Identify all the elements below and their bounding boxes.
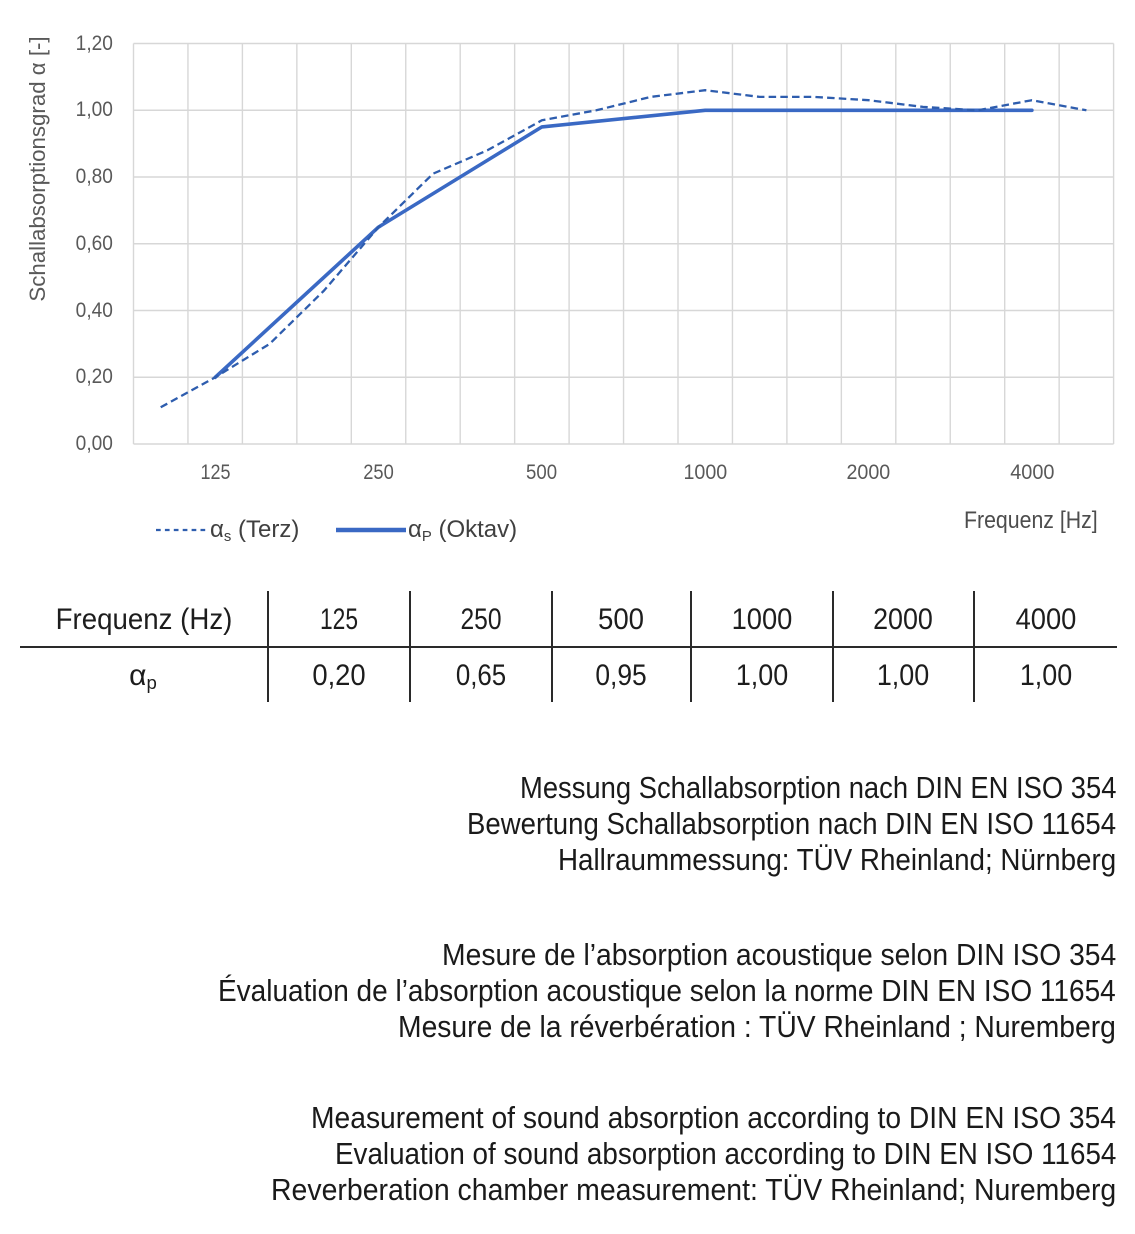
y-tick-label-text: 0,20 xyxy=(75,365,113,389)
legend-terz-subscript: s xyxy=(223,528,232,545)
chart-gridlines xyxy=(132,42,1115,445)
y-tick-label: 1,00 xyxy=(0,98,113,122)
y-tick-label-text: 0,60 xyxy=(75,231,113,255)
x-axis-title-text: Frequenz [Hz] xyxy=(964,507,1098,534)
note-line-text: Mesure de la réverbération : TÜV Rheinla… xyxy=(398,1009,1116,1044)
x-tick-label: 500 xyxy=(482,461,602,485)
note-line-text: Evaluation of sound absorption according… xyxy=(334,1136,1116,1171)
series-line-terz xyxy=(160,89,1087,409)
note-line-french-2: Évaluation de l’absorption acoustique se… xyxy=(122,973,1116,1009)
note-line-french-1: Mesure de l’absorption acoustique selon … xyxy=(122,937,1116,973)
note-line-english-3: Reverberation chamber measurement: TÜV R… xyxy=(195,1172,1116,1208)
table-row-label-text: αp xyxy=(129,659,157,693)
x-tick-label: 1000 xyxy=(645,461,765,485)
x-tick-label-text: 2000 xyxy=(846,461,891,484)
table-row-label-alpha: α xyxy=(129,659,147,692)
legend-label-terz: αs (Terz) xyxy=(210,516,299,544)
table-header-rule xyxy=(20,645,1117,648)
y-tick-label-text: 1,00 xyxy=(75,98,113,122)
x-tick-label-text: 500 xyxy=(526,461,558,484)
legend-solid-line-swatch xyxy=(336,527,406,533)
x-tick-label-text: 1000 xyxy=(683,461,728,484)
x-tick-label-text: 250 xyxy=(363,461,394,484)
y-tick-label: 0,20 xyxy=(0,365,113,389)
note-line-text: Bewertung Schallabsorption nach DIN EN I… xyxy=(466,806,1116,841)
note-line-english-2: Evaluation of sound absorption according… xyxy=(195,1136,1116,1172)
table-header-value-text: 1000 xyxy=(731,603,793,636)
note-line-text: Measurement of sound absorption accordin… xyxy=(311,1100,1116,1135)
x-tick-label: 125 xyxy=(155,461,275,485)
table-header-label: Frequenz (Hz) xyxy=(48,603,240,637)
y-tick-label: 0,40 xyxy=(0,298,113,323)
notes-english: Measurement of sound absorption accordin… xyxy=(195,1100,1116,1208)
table-header-value-text: 250 xyxy=(460,603,502,636)
notes-german: Messung Schallabsorption nach DIN EN ISO… xyxy=(386,770,1116,878)
note-line-german-1: Messung Schallabsorption nach DIN EN ISO… xyxy=(386,770,1116,806)
y-tick-label: 0,00 xyxy=(0,432,113,456)
y-axis-title-rotor: Schallabsorptionsgrad α [-] xyxy=(25,36,50,302)
x-tick-label-text: 4000 xyxy=(1009,461,1055,484)
table-row-label-subscript: p xyxy=(146,672,157,694)
note-line-text: Évaluation de l’absorption acoustique se… xyxy=(218,973,1116,1008)
table-value-text: 0,20 xyxy=(312,659,366,692)
y-tick-label: 0,80 xyxy=(0,165,113,189)
table-value-text: 0,65 xyxy=(455,659,506,692)
table-value-text: 0,95 xyxy=(595,659,647,692)
table-header-value-text: 125 xyxy=(319,603,358,636)
notes-french: Mesure de l’absorption acoustique selon … xyxy=(122,937,1116,1045)
table-value: 0,20 xyxy=(310,659,368,693)
legend-dashed-line-swatch xyxy=(156,528,206,532)
legend-label-oktav: αP (Oktav) xyxy=(408,516,517,544)
x-axis-title: Frequenz [Hz] xyxy=(947,508,1098,533)
table-header-value-text: 4000 xyxy=(1015,603,1076,636)
table-value: 0,95 xyxy=(592,659,650,693)
y-tick-label-text: 0,40 xyxy=(75,298,113,322)
table-row-label: αp xyxy=(129,659,157,693)
table-value: 1,00 xyxy=(1016,659,1074,693)
x-tick-label: 4000 xyxy=(972,461,1092,485)
x-tick-label: 250 xyxy=(319,461,439,485)
table-value-text: 1,00 xyxy=(735,659,788,692)
table-header-label-text: Frequenz (Hz) xyxy=(55,603,233,636)
note-line-text: Mesure de l’absorption acoustique selon … xyxy=(441,937,1116,972)
table-header-value: 125 xyxy=(314,603,364,637)
x-tick-label-text: 125 xyxy=(200,461,231,484)
table-value-text: 1,00 xyxy=(877,659,930,692)
absorption-chart xyxy=(132,42,1115,445)
x-tick-label: 2000 xyxy=(809,461,929,485)
note-line-english-1: Measurement of sound absorption accordin… xyxy=(195,1100,1116,1136)
table-value: 1,00 xyxy=(874,659,932,693)
legend-terz-alpha: α xyxy=(210,516,224,543)
series-line-oktav xyxy=(213,108,1034,380)
table-header-value-text: 2000 xyxy=(873,603,934,636)
chart-series xyxy=(160,89,1087,409)
table-header-value: 1000 xyxy=(728,603,795,637)
table-header-value: 500 xyxy=(596,603,646,637)
table-value-text: 1,00 xyxy=(1019,659,1072,692)
y-tick-label-text: 1,20 xyxy=(75,31,113,55)
note-line-text: Hallraummessung: TÜV Rheinland; Nürnberg xyxy=(557,842,1116,877)
legend-oktav-rest: (Oktav) xyxy=(431,516,518,543)
table-header-value: 250 xyxy=(456,603,506,637)
note-line-french-3: Mesure de la réverbération : TÜV Rheinla… xyxy=(122,1009,1116,1045)
legend-oktav-subscript: P xyxy=(421,528,432,545)
table-header-value: 2000 xyxy=(870,603,937,637)
note-line-german-3: Hallraummessung: TÜV Rheinland; Nürnberg xyxy=(386,842,1116,878)
table-header-value-text: 500 xyxy=(598,603,645,636)
y-tick-label-text: 0,00 xyxy=(75,432,113,455)
table-value: 0,65 xyxy=(451,659,509,693)
note-line-german-2: Bewertung Schallabsorption nach DIN EN I… xyxy=(386,806,1116,842)
y-tick-label: 0,60 xyxy=(0,231,113,256)
legend-terz-rest: (Terz) xyxy=(231,516,300,543)
table-value: 1,00 xyxy=(733,659,791,693)
table-header-value: 4000 xyxy=(1012,603,1079,637)
y-tick-label: 1,20 xyxy=(0,31,113,56)
y-axis-title-text: Schallabsorptionsgrad α [-] xyxy=(25,36,50,302)
legend-oktav-alpha: α xyxy=(408,516,422,543)
note-line-text: Reverberation chamber measurement: TÜV R… xyxy=(270,1172,1116,1207)
note-line-text: Messung Schallabsorption nach DIN EN ISO… xyxy=(519,770,1116,805)
y-tick-label-text: 0,80 xyxy=(75,165,113,188)
